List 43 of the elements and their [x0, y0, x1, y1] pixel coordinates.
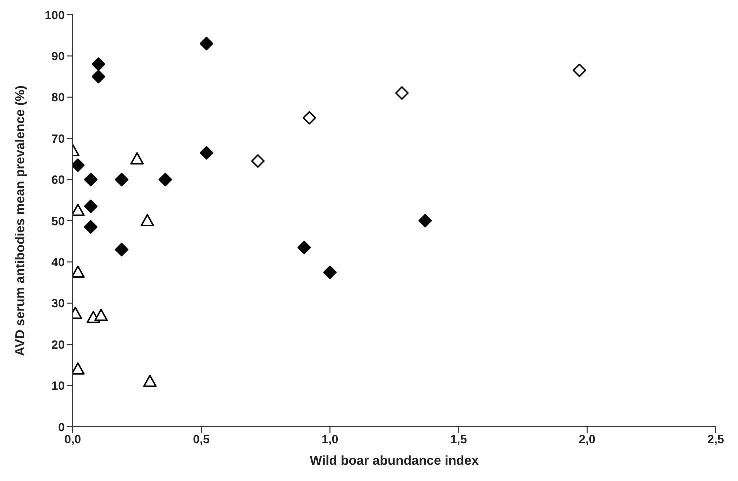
- point: [73, 362, 85, 375]
- x-tick-label: 2,0: [579, 432, 596, 447]
- point: [323, 266, 337, 280]
- point: [84, 200, 98, 214]
- point: [130, 152, 144, 165]
- x-tick-label: 2,5: [708, 432, 725, 447]
- point: [251, 154, 265, 168]
- point: [298, 241, 312, 255]
- point: [115, 243, 129, 257]
- point: [115, 173, 129, 187]
- point: [92, 58, 106, 72]
- point: [140, 214, 154, 227]
- point: [84, 173, 98, 187]
- y-tick-label: 80: [52, 90, 66, 105]
- point: [200, 146, 214, 160]
- x-tick-label: 1,5: [450, 432, 468, 447]
- y-tick-label: 60: [52, 173, 66, 188]
- x-tick-label: 0,0: [64, 432, 82, 447]
- y-tick-label: 50: [52, 214, 66, 228]
- y-tick-label: 90: [52, 49, 66, 64]
- point: [302, 111, 316, 125]
- point: [73, 266, 85, 278]
- y-tick-label: 100: [44, 8, 66, 22]
- point: [84, 220, 98, 234]
- point: [143, 374, 157, 388]
- y-tick-label: 0: [58, 420, 66, 434]
- point: [418, 214, 432, 228]
- y-tick-label: 70: [52, 132, 66, 146]
- point: [94, 309, 108, 322]
- y-tick-label: 40: [52, 255, 66, 270]
- point: [158, 173, 172, 187]
- x-tick-label: 0,5: [193, 432, 210, 447]
- x-axis-title: Wild boar abundance index: [310, 453, 480, 468]
- y-tick-label: 10: [52, 379, 66, 394]
- y-tick-label: 20: [52, 338, 66, 352]
- y-axis-title: AVD serum antibodies mean prevalence (%): [12, 86, 28, 356]
- x-tick-label: 1,0: [322, 432, 339, 447]
- point: [92, 70, 106, 84]
- point: [200, 37, 214, 51]
- point: [73, 204, 85, 216]
- y-tick-label: 30: [52, 296, 66, 311]
- point: [395, 86, 409, 100]
- point: [572, 64, 586, 78]
